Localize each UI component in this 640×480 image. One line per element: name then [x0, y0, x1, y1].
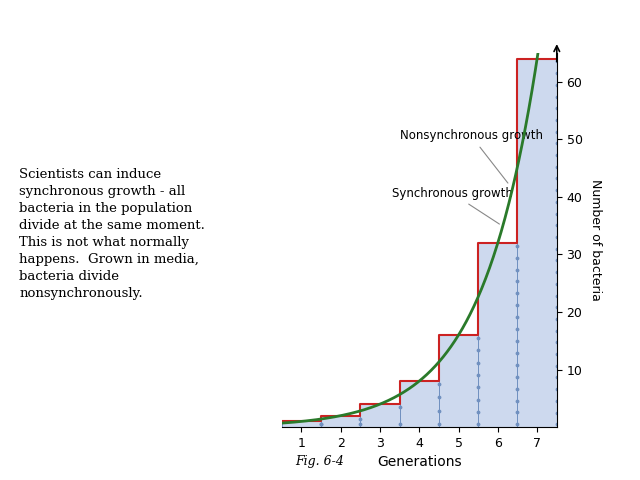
- Point: [355, 415, 365, 422]
- Point: [434, 380, 444, 388]
- Point: [552, 409, 562, 417]
- Point: [513, 361, 523, 369]
- Point: [513, 349, 523, 357]
- Point: [434, 420, 444, 428]
- Point: [552, 292, 562, 300]
- Point: [552, 385, 562, 393]
- Bar: [282, 421, 321, 427]
- Bar: [399, 381, 439, 427]
- Point: [552, 420, 562, 428]
- Point: [513, 325, 523, 333]
- Point: [394, 420, 404, 428]
- Point: [513, 313, 523, 321]
- Point: [513, 254, 523, 262]
- Point: [473, 359, 483, 366]
- Point: [552, 116, 562, 124]
- Point: [552, 58, 562, 65]
- Point: [552, 198, 562, 206]
- Point: [552, 397, 562, 405]
- Y-axis label: Number of bacteria: Number of bacteria: [589, 179, 602, 301]
- Point: [552, 280, 562, 288]
- Point: [513, 420, 523, 428]
- Point: [552, 128, 562, 135]
- Point: [552, 93, 562, 100]
- Point: [552, 303, 562, 311]
- Point: [552, 105, 562, 112]
- Point: [552, 81, 562, 89]
- Point: [552, 210, 562, 217]
- Bar: [360, 404, 399, 427]
- Text: Fig. 6-4: Fig. 6-4: [296, 455, 344, 468]
- Point: [513, 408, 523, 416]
- Point: [355, 420, 365, 428]
- Bar: [518, 59, 557, 427]
- Bar: [478, 243, 518, 427]
- X-axis label: Generations: Generations: [377, 456, 461, 469]
- Point: [552, 233, 562, 241]
- Point: [316, 420, 326, 428]
- Point: [552, 140, 562, 147]
- Point: [473, 396, 483, 404]
- Point: [552, 69, 562, 77]
- Point: [552, 245, 562, 252]
- Point: [513, 266, 523, 274]
- Point: [316, 420, 326, 428]
- Point: [473, 371, 483, 379]
- Point: [513, 385, 523, 393]
- Point: [513, 242, 523, 250]
- Point: [552, 151, 562, 159]
- Point: [473, 384, 483, 391]
- Point: [552, 257, 562, 264]
- Point: [473, 334, 483, 342]
- Point: [552, 268, 562, 276]
- Point: [434, 407, 444, 415]
- Point: [552, 186, 562, 194]
- Point: [552, 373, 562, 381]
- Point: [552, 350, 562, 358]
- Point: [552, 221, 562, 229]
- Point: [513, 373, 523, 381]
- Bar: [439, 335, 478, 427]
- Text: Synchronous growth: Synchronous growth: [392, 187, 513, 224]
- Point: [552, 362, 562, 370]
- Point: [552, 338, 562, 346]
- Point: [513, 337, 523, 345]
- Point: [513, 277, 523, 285]
- Point: [552, 327, 562, 335]
- Point: [434, 394, 444, 401]
- Point: [473, 420, 483, 428]
- Point: [552, 163, 562, 170]
- Point: [473, 347, 483, 354]
- Point: [513, 289, 523, 297]
- Point: [473, 408, 483, 416]
- Text: Nonsynchronous growth: Nonsynchronous growth: [399, 129, 543, 183]
- Point: [513, 396, 523, 404]
- Bar: [321, 416, 360, 427]
- Text: Scientists can induce
synchronous growth - all
bacteria in the population
divide: Scientists can induce synchronous growth…: [19, 168, 205, 300]
- Point: [552, 175, 562, 182]
- Point: [552, 315, 562, 323]
- Point: [513, 301, 523, 309]
- Point: [394, 403, 404, 411]
